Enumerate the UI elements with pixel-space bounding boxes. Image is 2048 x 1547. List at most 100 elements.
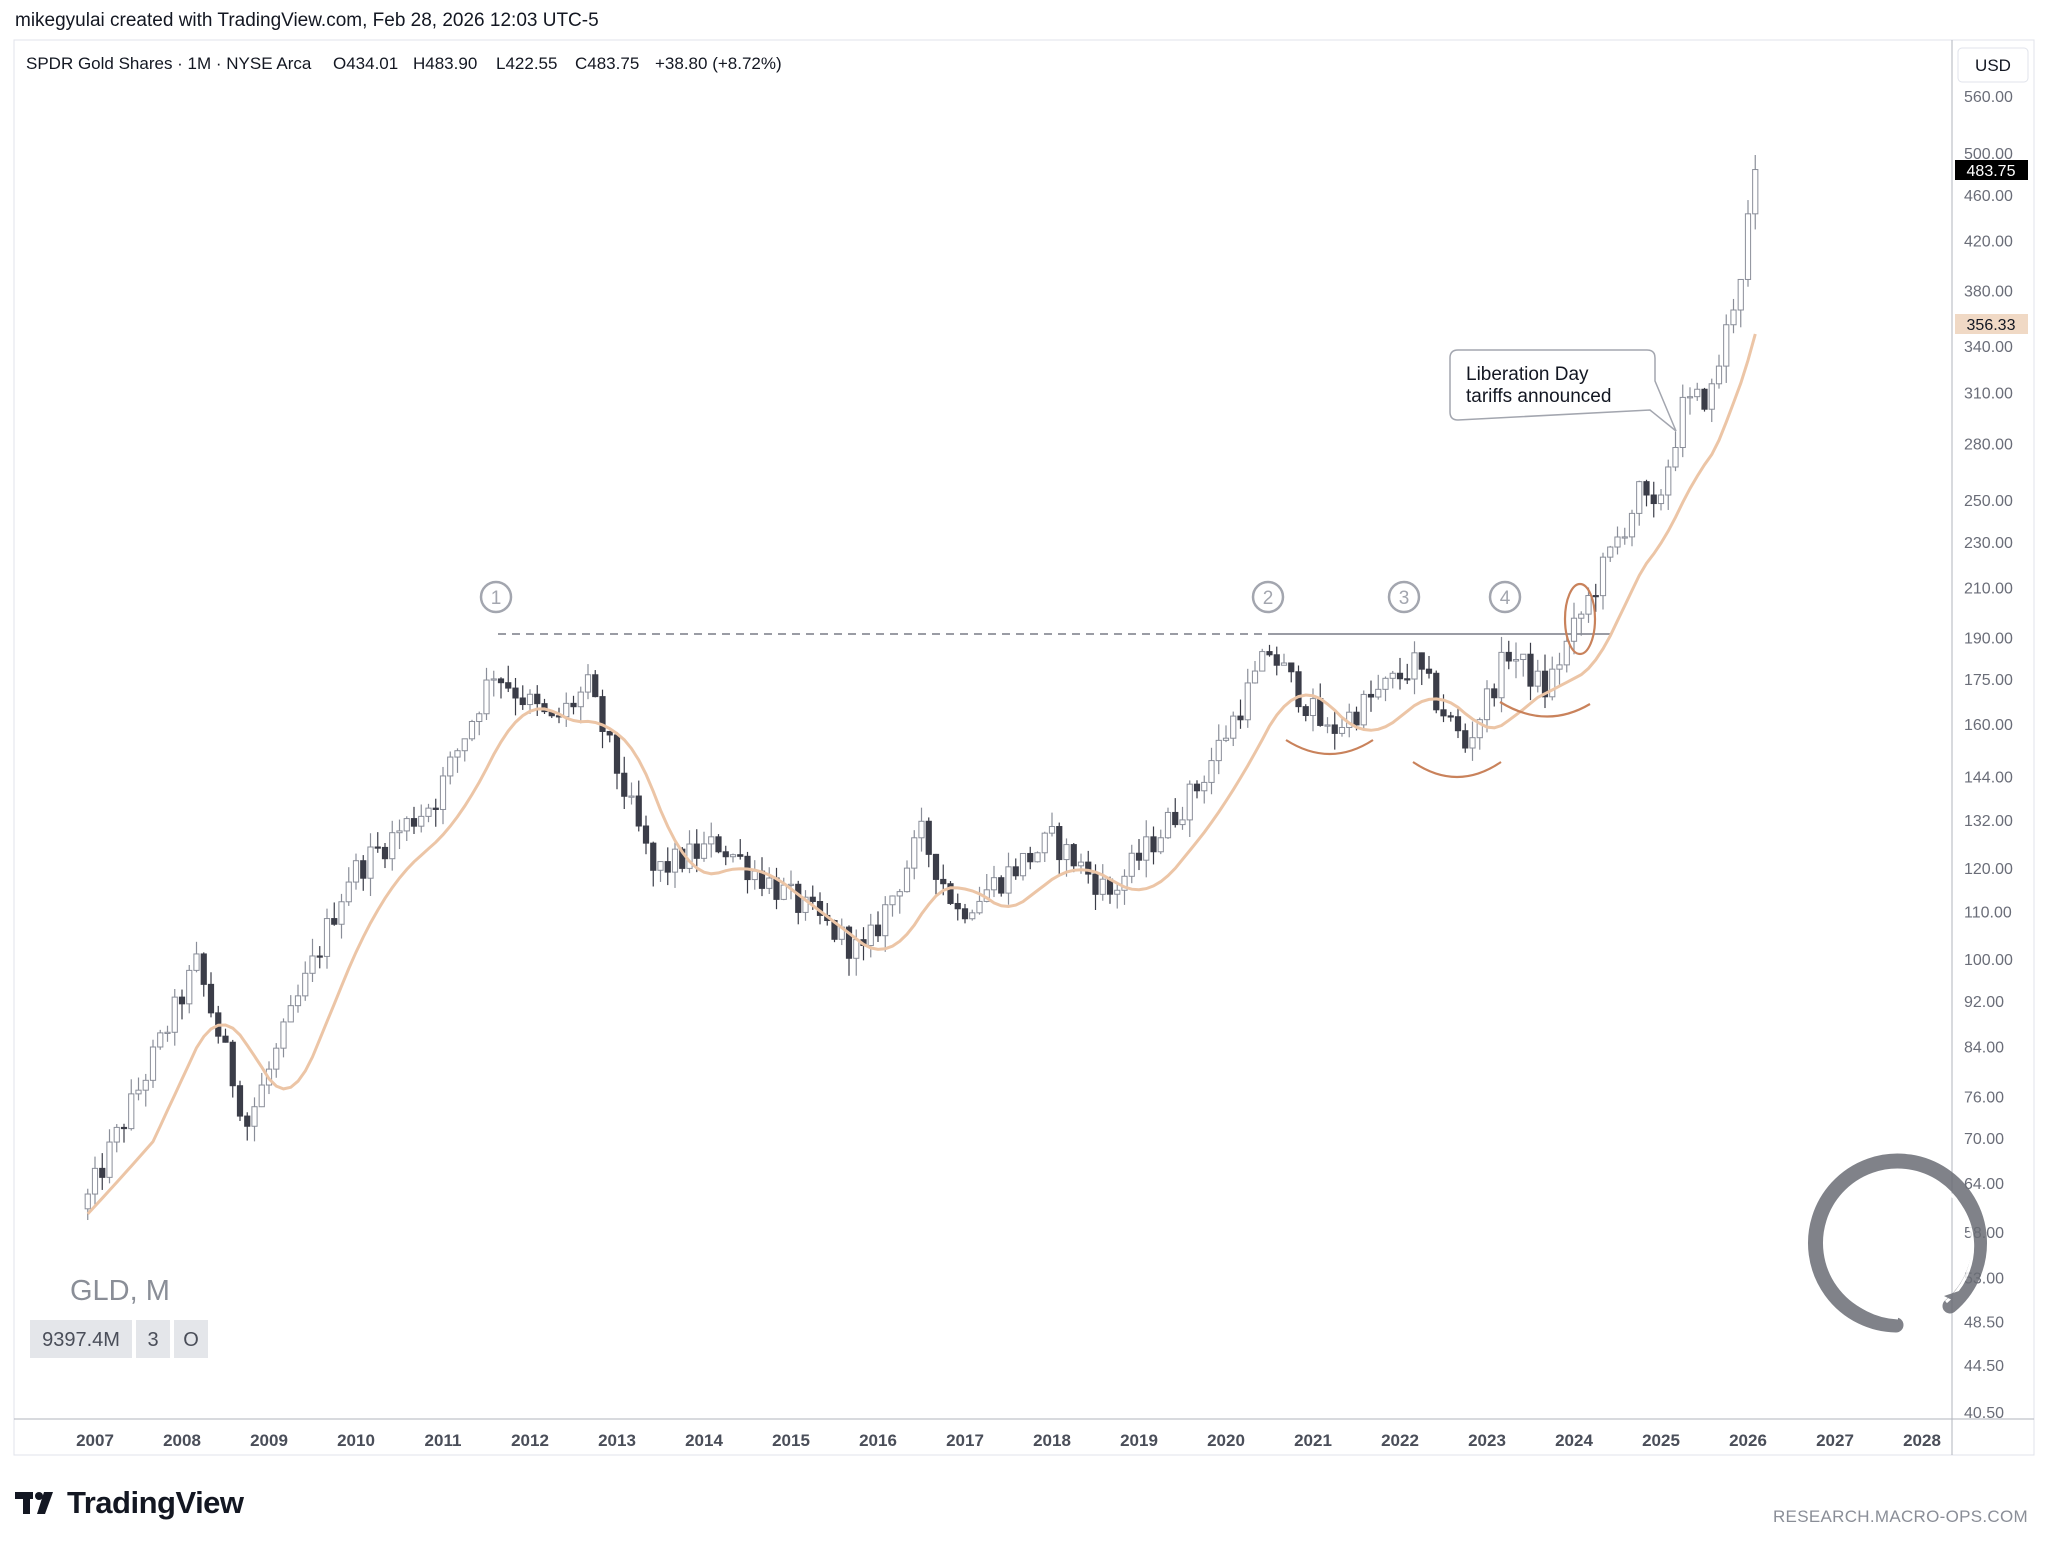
indicator-box-3-label: O bbox=[183, 1329, 199, 1351]
price-tick-label: 560.00 bbox=[1964, 89, 2013, 106]
candle bbox=[838, 918, 845, 946]
year-tick-label: 2014 bbox=[685, 1431, 723, 1450]
candle bbox=[650, 841, 657, 887]
candle-body bbox=[113, 1126, 120, 1143]
candle bbox=[439, 766, 447, 825]
candle-body bbox=[606, 730, 613, 736]
candle-body bbox=[1288, 662, 1295, 673]
candle bbox=[1491, 683, 1498, 707]
year-tick-label: 2007 bbox=[76, 1431, 114, 1450]
candle bbox=[1317, 683, 1324, 727]
year-tick-label: 2027 bbox=[1816, 1431, 1854, 1450]
candle-body bbox=[940, 878, 947, 885]
candle-body bbox=[519, 697, 526, 706]
candle bbox=[925, 817, 932, 868]
year-tick-label: 2019 bbox=[1120, 1431, 1158, 1450]
candle-body bbox=[1375, 688, 1382, 698]
candle bbox=[99, 1153, 106, 1190]
currency-badge[interactable] bbox=[1957, 47, 2029, 83]
candle bbox=[1520, 653, 1527, 677]
candle bbox=[1172, 798, 1179, 828]
candle bbox=[331, 902, 338, 926]
candle bbox=[1585, 587, 1592, 623]
candle-body bbox=[1737, 278, 1744, 311]
candle-body bbox=[903, 867, 911, 893]
year-tick-label: 2023 bbox=[1468, 1431, 1506, 1450]
candle-body bbox=[1585, 595, 1592, 615]
candle bbox=[1143, 820, 1150, 878]
candle-body bbox=[345, 881, 352, 903]
candle-body bbox=[439, 775, 447, 810]
candle-body bbox=[1005, 866, 1012, 894]
candle-body bbox=[947, 883, 954, 904]
candle-body bbox=[1317, 698, 1324, 726]
candle bbox=[207, 972, 215, 1018]
candle-body bbox=[1454, 716, 1462, 732]
candle bbox=[1541, 654, 1549, 709]
candle-body bbox=[99, 1167, 106, 1178]
candle-body bbox=[1259, 651, 1266, 672]
candle bbox=[671, 840, 679, 888]
candle-body bbox=[1491, 688, 1498, 699]
year-tick-label: 2009 bbox=[250, 1431, 288, 1450]
candle bbox=[1744, 200, 1752, 287]
price-tick-label: 230.00 bbox=[1964, 535, 2013, 552]
candle-body bbox=[1056, 826, 1063, 861]
legend-open: O434.01 bbox=[333, 54, 398, 73]
candle-body bbox=[657, 861, 664, 871]
legend-high: H483.90 bbox=[413, 54, 477, 73]
candle-body bbox=[396, 830, 403, 834]
tradingview-logo[interactable]: TradingView bbox=[15, 1485, 244, 1521]
candle-body bbox=[584, 674, 592, 693]
candle-body bbox=[258, 1084, 265, 1108]
year-tick-label: 2017 bbox=[946, 1431, 984, 1450]
candle bbox=[744, 851, 751, 894]
candle-body bbox=[671, 848, 679, 873]
candle-body bbox=[1440, 709, 1447, 717]
candle-body bbox=[795, 883, 802, 913]
candle bbox=[1723, 314, 1730, 383]
candle-body bbox=[526, 693, 534, 706]
candle-body bbox=[1186, 783, 1193, 821]
candle bbox=[1324, 717, 1331, 734]
candle bbox=[1259, 648, 1266, 672]
candle bbox=[1694, 382, 1701, 401]
candle-body bbox=[1679, 396, 1686, 449]
candle-body bbox=[1628, 512, 1636, 538]
candle bbox=[1701, 387, 1708, 412]
candle-body bbox=[410, 818, 418, 827]
candle bbox=[1048, 812, 1056, 837]
candle bbox=[737, 839, 744, 860]
candle bbox=[628, 782, 635, 805]
price-tick-label: 420.00 bbox=[1964, 233, 2013, 250]
candle bbox=[954, 893, 961, 921]
candle bbox=[526, 689, 534, 714]
candle bbox=[1614, 526, 1621, 555]
candle-body bbox=[1012, 866, 1019, 877]
candle-body bbox=[468, 721, 476, 740]
candle bbox=[1070, 842, 1077, 873]
candle-body bbox=[84, 1193, 91, 1210]
candle bbox=[1367, 680, 1375, 712]
candle-body bbox=[1302, 706, 1309, 717]
marker-1-label: 1 bbox=[491, 588, 502, 609]
candle bbox=[505, 665, 512, 693]
price-tick-label: 280.00 bbox=[1964, 436, 2013, 453]
candle-body bbox=[389, 832, 396, 860]
candle-body bbox=[1157, 837, 1164, 853]
candle bbox=[932, 853, 940, 895]
time-axis-ticks: 2007 2008 2009 2010 2011 2012 2013 2014 2015 2016… bbox=[76, 1431, 1941, 1450]
candle-body bbox=[1143, 836, 1150, 861]
candle bbox=[1534, 659, 1541, 693]
candle bbox=[1462, 723, 1469, 753]
candle bbox=[490, 670, 497, 697]
candle bbox=[635, 780, 642, 832]
candle-body bbox=[679, 848, 686, 869]
candle bbox=[1099, 864, 1106, 901]
candle bbox=[1150, 826, 1157, 865]
candle-body bbox=[1179, 819, 1186, 826]
candle bbox=[1056, 822, 1063, 876]
candle bbox=[1302, 704, 1309, 722]
candle-body bbox=[1570, 617, 1578, 642]
